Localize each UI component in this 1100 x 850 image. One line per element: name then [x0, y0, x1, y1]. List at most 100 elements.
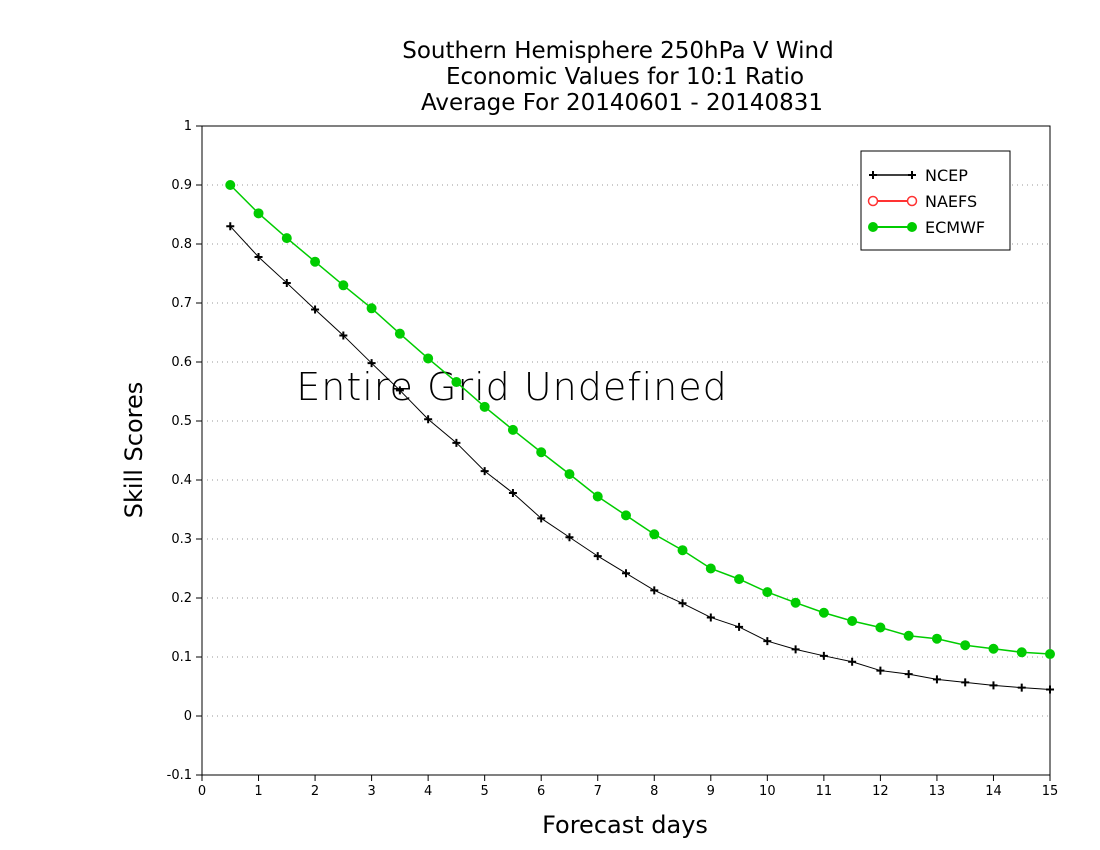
x-tick-label: 11 — [816, 784, 833, 799]
chart-title: Southern Hemisphere 250hPa V Wind Econom… — [402, 38, 833, 116]
y-tick-label: 0.7 — [171, 296, 192, 311]
x-tick-label: 2 — [311, 784, 319, 799]
ncep-series-marker — [706, 613, 715, 622]
ncep-series — [226, 222, 1054, 694]
legend-ecmwf: ECMWF — [868, 218, 985, 237]
ncep-series-marker — [961, 678, 970, 687]
ncep-series-marker — [650, 586, 659, 595]
ecmwf-series-marker — [875, 622, 886, 633]
legend-ncep-left-marker — [869, 171, 877, 179]
x-axis-ticks: 0 1 2 3 4 5 6 7 8 9 10 11 12 13 14 15 — [198, 775, 1058, 799]
y-tick-label: 0.9 — [171, 178, 192, 193]
ecmwf-series-marker — [451, 377, 462, 388]
legend-ncep-right-marker — [908, 171, 916, 179]
y-tick-label: -0.1 — [167, 768, 192, 783]
ncep-series-marker — [282, 278, 291, 287]
ecmwf-series-marker — [338, 280, 349, 291]
ecmwf-series-line — [229, 184, 1051, 655]
ncep-series-marker — [989, 681, 998, 690]
x-tick-label: 12 — [872, 784, 889, 799]
ecmwf-series-marker — [649, 529, 660, 540]
ecmwf-series-marker — [621, 510, 631, 521]
ecmwf-series-marker — [253, 208, 264, 219]
x-tick-label: 9 — [707, 784, 715, 799]
x-tick-label: 10 — [759, 784, 776, 799]
y-tick-label: 0.8 — [171, 237, 192, 252]
series-layer — [225, 180, 1055, 694]
x-tick-label: 5 — [481, 784, 489, 799]
ecmwf-series-marker — [818, 607, 829, 618]
undefined-grid-annotation: Entire Grid Undefined — [296, 365, 728, 409]
ecmwf-series-marker — [1045, 649, 1055, 660]
legend-ecmwf-right-marker — [907, 222, 917, 232]
legend-ncep: NCEP — [869, 166, 968, 185]
x-tick-label: 4 — [424, 784, 432, 799]
x-tick-label: 0 — [198, 784, 206, 799]
gridlines — [202, 184, 1050, 717]
y-tick-label: 1 — [184, 119, 192, 134]
ecmwf-series-marker — [931, 633, 942, 644]
y-tick-label: 0.4 — [171, 473, 192, 488]
ecmwf-series-marker — [988, 643, 999, 654]
chart-title-line-2: Economic Values for 10:1 Ratio — [446, 64, 804, 90]
ncep-series-marker — [763, 637, 772, 646]
ncep-series-marker — [424, 415, 433, 424]
ncep-series-marker — [678, 599, 687, 608]
y-tick-label: 0.3 — [171, 532, 192, 547]
ecmwf-series-marker — [592, 491, 603, 502]
ncep-series-marker — [904, 670, 913, 679]
legend-ecmwf-label: ECMWF — [925, 218, 985, 237]
ecmwf-series-marker — [1016, 647, 1027, 658]
legend-naefs-left-marker — [867, 195, 879, 207]
ecmwf-series-marker — [423, 353, 434, 364]
ecmwf-series-marker — [394, 328, 405, 339]
ncep-series-marker — [508, 488, 517, 497]
ncep-series-marker — [819, 651, 828, 660]
ncep-series-marker — [537, 514, 546, 523]
ecmwf-series — [225, 180, 1055, 660]
ecmwf-series-marker — [479, 401, 490, 412]
x-tick-label: 7 — [594, 784, 602, 799]
plot-area — [201, 125, 1051, 776]
ecmwf-series-marker — [536, 447, 547, 458]
ncep-series-marker — [311, 305, 320, 314]
ecmwf-series-marker — [310, 256, 321, 267]
x-tick-label: 15 — [1042, 784, 1059, 799]
ncep-series-marker — [791, 645, 800, 654]
ncep-series-marker — [339, 331, 348, 340]
ncep-series-marker — [565, 533, 574, 542]
ncep-series-marker — [452, 438, 461, 447]
y-tick-label: 0.6 — [171, 355, 192, 370]
y-tick-label: 0.2 — [171, 591, 192, 606]
legend-naefs: NAEFS — [867, 192, 977, 211]
legend-ecmwf-left-marker — [868, 222, 878, 232]
ecmwf-series-marker — [564, 469, 575, 480]
x-tick-label: 13 — [929, 784, 946, 799]
ncep-series-marker — [848, 657, 857, 666]
ecmwf-series-marker — [366, 303, 377, 314]
x-tick-label: 3 — [367, 784, 375, 799]
ecmwf-series-marker — [960, 640, 971, 651]
legend-naefs-label: NAEFS — [925, 192, 977, 211]
y-axis-label: Skill Scores — [120, 382, 148, 519]
ncep-series-marker — [480, 467, 489, 476]
chart-title-line-3: Average For 20140601 - 20140831 — [421, 90, 823, 116]
legend: NCEP NAEFS ECMWF — [860, 150, 1011, 251]
x-axis-label: Forecast days — [542, 811, 708, 839]
ncep-series-marker — [876, 666, 885, 675]
ncep-series-marker — [395, 386, 404, 395]
legend-ncep-label: NCEP — [925, 166, 968, 185]
x-tick-label: 1 — [254, 784, 262, 799]
ecmwf-series-marker — [903, 630, 914, 641]
ecmwf-series-marker — [281, 233, 292, 244]
x-tick-label: 8 — [650, 784, 658, 799]
y-tick-label: 0.5 — [171, 414, 192, 429]
legend-naefs-right-marker — [906, 195, 918, 207]
ncep-series-marker — [226, 222, 235, 231]
ncep-series-marker — [622, 569, 630, 578]
ecmwf-series-marker — [225, 180, 236, 190]
x-tick-label: 14 — [985, 784, 1002, 799]
x-tick-label: 6 — [537, 784, 545, 799]
ncep-series-marker — [254, 252, 263, 261]
